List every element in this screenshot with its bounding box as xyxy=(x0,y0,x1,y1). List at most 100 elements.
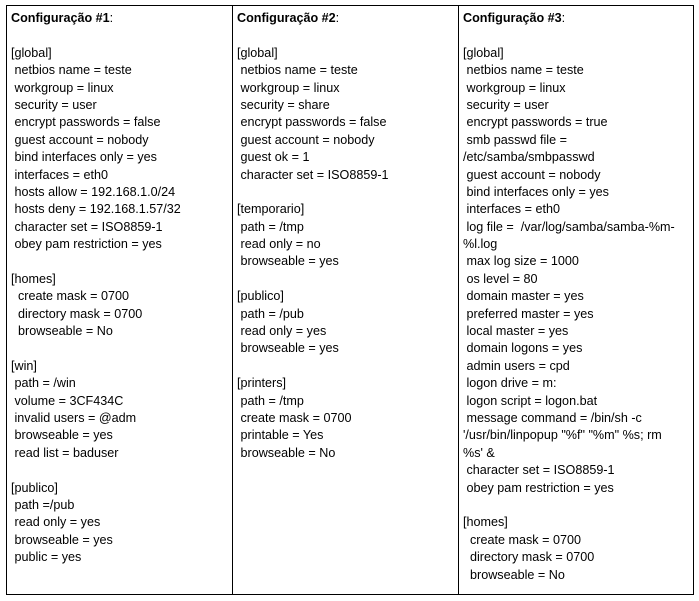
title-colon: : xyxy=(335,11,340,25)
config-line: smb passwd file = xyxy=(463,132,567,147)
config-line: %s' & xyxy=(463,445,495,460)
config-line: %l.log xyxy=(463,237,498,252)
config-line: browseable = yes xyxy=(237,254,339,269)
config-line: obey pam restriction = yes xyxy=(11,237,162,252)
config-line: printable = Yes xyxy=(237,428,324,443)
config-line: security = share xyxy=(237,97,330,112)
config-line: guest ok = 1 xyxy=(237,150,310,165)
config-line: security = user xyxy=(463,97,549,112)
config-line xyxy=(11,27,232,44)
config-line: read only = yes xyxy=(237,324,327,339)
config-line: workgroup = linux xyxy=(237,80,340,95)
section-header: [homes] xyxy=(11,271,56,286)
config-column-1: Configuração #1: [global] netbios name = … xyxy=(7,6,233,594)
section-header: [global] xyxy=(463,45,504,60)
section-header: [global] xyxy=(11,45,52,60)
section-header: [printers] xyxy=(237,376,286,391)
config-line: /etc/samba/smbpasswd xyxy=(463,150,595,165)
title-colon: : xyxy=(561,11,566,25)
config-line: character set = ISO8859-1 xyxy=(463,463,615,478)
config-line: create mask = 0700 xyxy=(237,410,352,425)
config-line: message command = /bin/sh -c xyxy=(463,410,642,425)
column-title-text: Configuração #3 xyxy=(463,11,562,25)
config-line: read only = yes xyxy=(11,515,101,530)
config-line xyxy=(237,184,458,201)
config-line: browseable = No xyxy=(463,567,565,582)
config-line: directory mask = 0700 xyxy=(463,550,595,565)
section-header: [global] xyxy=(237,45,278,60)
section-header: [publico] xyxy=(11,480,58,495)
config-line: path = /tmp xyxy=(237,393,304,408)
config-line: local master = yes xyxy=(463,324,569,339)
config-line: netbios name = teste xyxy=(463,63,584,78)
config-line: max log size = 1000 xyxy=(463,254,579,269)
config-line: bind interfaces only = yes xyxy=(11,150,157,165)
config-line: directory mask = 0700 xyxy=(11,306,143,321)
config-line: volume = 3CF434C xyxy=(11,393,124,408)
config-line: invalid users = @adm xyxy=(11,410,137,425)
config-line: obey pam restriction = yes xyxy=(463,480,614,495)
config-line: guest account = nobody xyxy=(463,167,601,182)
column-title-text: Configuração #1 xyxy=(11,11,110,25)
config-line: public = yes xyxy=(11,550,82,565)
config-line: encrypt passwords = true xyxy=(463,115,608,130)
config-line: '/usr/bin/linpopup "%f" "%m" %s; rm xyxy=(463,428,662,443)
config-line: character set = ISO8859-1 xyxy=(11,219,163,234)
config-line: hosts deny = 192.168.1.57/32 xyxy=(11,202,181,217)
config-line xyxy=(11,340,232,357)
config-line: path = /win xyxy=(11,376,76,391)
config-line: logon script = logon.bat xyxy=(463,393,598,408)
config-line: read list = baduser xyxy=(11,445,119,460)
config-line: workgroup = linux xyxy=(463,80,566,95)
config-line: domain master = yes xyxy=(463,289,584,304)
column-title: Configuração #3: xyxy=(463,10,693,27)
config-line: path =/pub xyxy=(11,497,75,512)
config-line xyxy=(463,27,693,44)
config-line: character set = ISO8859-1 xyxy=(237,167,389,182)
config-line xyxy=(237,358,458,375)
config-line: create mask = 0700 xyxy=(11,289,129,304)
config-line: hosts allow = 192.168.1.0/24 xyxy=(11,184,176,199)
config-line: browseable = No xyxy=(11,324,113,339)
config-line: workgroup = linux xyxy=(11,80,114,95)
config-line: netbios name = teste xyxy=(11,63,132,78)
config-line: log file = /var/log/samba/samba-%m- xyxy=(463,219,675,234)
config-line: read only = no xyxy=(237,237,321,252)
config-line: security = user xyxy=(11,97,97,112)
config-line xyxy=(237,271,458,288)
section-header: [win] xyxy=(11,358,37,373)
column-title: Configuração #2: xyxy=(237,10,458,27)
config-line: browseable = yes xyxy=(11,428,113,443)
section-header: [publico] xyxy=(237,289,284,304)
config-column-3: Configuração #3: [global] netbios name = … xyxy=(459,6,693,594)
title-colon: : xyxy=(109,11,114,25)
config-line: guest account = nobody xyxy=(237,132,375,147)
config-line: preferred master = yes xyxy=(463,306,594,321)
config-line xyxy=(11,253,232,270)
config-line: path = /tmp xyxy=(237,219,304,234)
config-line: interfaces = eth0 xyxy=(11,167,108,182)
config-line: interfaces = eth0 xyxy=(463,202,560,217)
config-line: logon drive = m: xyxy=(463,376,557,391)
config-line xyxy=(237,27,458,44)
config-line: encrypt passwords = false xyxy=(11,115,161,130)
section-header: [homes] xyxy=(463,515,508,530)
config-line xyxy=(11,462,232,479)
config-line: admin users = cpd xyxy=(463,358,570,373)
config-line: bind interfaces only = yes xyxy=(463,184,609,199)
config-line: browseable = yes xyxy=(237,341,339,356)
config-line: guest account = nobody xyxy=(11,132,149,147)
config-line: os level = 80 xyxy=(463,271,538,286)
config-line: browseable = yes xyxy=(11,532,113,547)
column-title: Configuração #1: xyxy=(11,10,232,27)
config-line: path = /pub xyxy=(237,306,304,321)
config-line: create mask = 0700 xyxy=(463,532,581,547)
config-line: browseable = No xyxy=(237,445,336,460)
config-column-2: Configuração #2: [global] netbios name = … xyxy=(233,6,459,594)
section-header: [temporario] xyxy=(237,202,305,217)
config-line: domain logons = yes xyxy=(463,341,583,356)
config-table: Configuração #1: [global] netbios name = … xyxy=(6,5,694,595)
config-line xyxy=(463,497,693,514)
config-line: encrypt passwords = false xyxy=(237,115,387,130)
column-title-text: Configuração #2 xyxy=(237,11,336,25)
